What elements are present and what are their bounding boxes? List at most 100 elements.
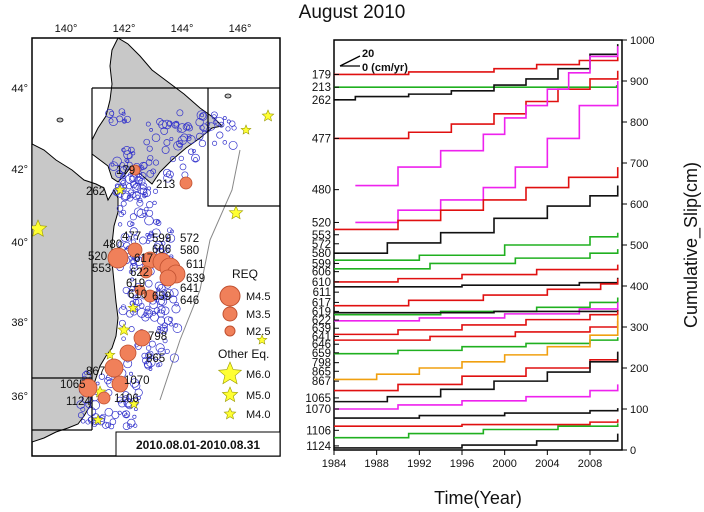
map-station-label: 619 [126, 278, 145, 290]
small-earthquake [108, 116, 119, 126]
legend-req-circle [219, 285, 241, 307]
other-earthquake-star [114, 184, 126, 195]
small-earthquake [136, 395, 141, 400]
repeating-earthquake-circle [159, 269, 177, 287]
small-earthquake [144, 279, 153, 288]
map-station-label: 580 [180, 245, 199, 257]
small-earthquake [123, 115, 131, 123]
station-label: 213 [312, 82, 331, 94]
other-earthquake-star [228, 205, 244, 220]
map-station-label: 480 [103, 239, 122, 251]
other-earthquake-star [104, 349, 116, 360]
small-earthquake [80, 419, 86, 424]
small-earthquake [127, 423, 133, 429]
other-earthquake-star [256, 334, 268, 345]
station-label: 606 [312, 267, 331, 279]
slip-series-line [334, 85, 618, 88]
small-earthquake [214, 116, 224, 127]
x-tick-label: 1988 [364, 458, 388, 470]
small-earthquake [178, 155, 184, 162]
small-earthquake [200, 113, 204, 118]
map-station-label: 179 [116, 165, 135, 177]
small-earthquake [139, 172, 147, 180]
station-label: 477 [312, 133, 331, 145]
legend-star-label: M5.0 [246, 390, 270, 402]
small-earthquake [128, 269, 134, 275]
small-earthquake [77, 412, 85, 419]
small-earthquake [195, 132, 204, 141]
other-earthquake-star [261, 109, 275, 122]
small-earthquake [155, 343, 165, 353]
small-earthquake [160, 241, 166, 246]
map-station-label: 262 [86, 186, 105, 198]
map-station-label: 659 [152, 291, 171, 303]
y-tick-label: 200 [630, 363, 648, 375]
small-earthquake [174, 301, 179, 307]
small-earthquake [145, 159, 153, 166]
small-earthquake [80, 406, 86, 412]
station-label: 617 [312, 297, 331, 309]
lon-tick: 144° [171, 23, 194, 35]
small-earthquake [134, 176, 143, 185]
slip-series-line [355, 46, 619, 187]
small-earthquake [100, 413, 106, 420]
small-earthquake [117, 410, 122, 416]
small-earthquake [141, 313, 150, 322]
background-seismicity [76, 108, 238, 430]
small-earthquake [147, 350, 154, 358]
repeating-earthquake-circle [143, 289, 157, 303]
map-station-label: 622 [130, 267, 149, 279]
small-earthquake [163, 168, 172, 177]
slip-series-line [334, 352, 619, 392]
small-earthquake [108, 423, 115, 430]
station-label: 553 [312, 230, 331, 242]
map-station-label: 477 [122, 231, 141, 243]
small-earthquake [129, 263, 139, 272]
map-station-label: 610 [128, 289, 147, 301]
slip-series-line [334, 351, 619, 403]
other-earthquake-star [92, 414, 104, 425]
small-earthquake [112, 156, 122, 167]
small-earthquake [153, 307, 161, 314]
small-earthquake [193, 157, 198, 162]
small-earthquake [161, 289, 168, 295]
repeating-earthquake-circle [111, 375, 129, 393]
small-earthquake [216, 131, 224, 139]
map-station-label: 641 [180, 283, 199, 295]
small-earthquake [161, 145, 170, 154]
small-earthquake [130, 277, 135, 282]
slip-series-line [334, 384, 619, 410]
small-earthquake [121, 209, 127, 215]
small-earthquake [160, 326, 165, 332]
repeating-earthquake-circle [179, 176, 193, 190]
station-label: 639 [312, 323, 331, 335]
small-earthquake [145, 345, 152, 351]
repeating-earthquake-circle [133, 329, 151, 347]
repeating-earthquakes [78, 164, 193, 405]
small-earthquake [76, 400, 85, 409]
small-earthquake [153, 241, 164, 251]
small-earthquake [155, 362, 161, 368]
small-earthquake [164, 348, 170, 354]
small-earthquake [129, 371, 133, 376]
small-earthquake [164, 288, 174, 299]
other-earthquake-star [117, 323, 131, 336]
legend-star [221, 386, 239, 403]
small-earthquake [126, 183, 133, 190]
small-earthquake [176, 109, 184, 117]
small-earthquake [154, 243, 161, 250]
small-earthquake [143, 138, 150, 146]
small-earthquake [126, 161, 133, 168]
small-earthquake [105, 422, 111, 428]
small-earthquake [148, 367, 153, 371]
small-earthquake [83, 370, 89, 376]
small-earthquake [149, 128, 153, 132]
small-earthquake [166, 170, 174, 179]
map-station-label: 213 [156, 179, 175, 191]
lat-tick: 38° [11, 317, 28, 329]
small-earthquake [121, 147, 126, 153]
slip-series-line [334, 264, 619, 283]
